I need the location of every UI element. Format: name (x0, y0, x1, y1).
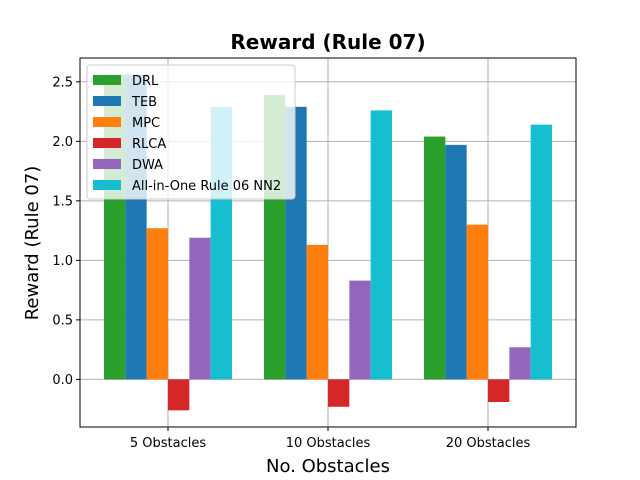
legend: DRL TEB MPC RLCA DWA All-in-One Rule 06 NN2 (86, 64, 296, 200)
legend-swatch (93, 180, 121, 190)
bar-teb (445, 144, 467, 380)
bar-all-in-one-rule-06-nn2 (370, 110, 393, 380)
legend-box (86, 64, 296, 200)
bar-rlca (167, 379, 190, 411)
y-axis-label: Reward (Rule 07) (22, 166, 43, 321)
y-tick-label: 1.0 (52, 254, 73, 269)
legend-label: TEB (131, 95, 157, 110)
chart-title: Reward (Rule 07) (230, 30, 425, 54)
x-axis-ticks: 5 Obstacles 10 Obstacles 20 Obstacles (130, 427, 531, 451)
legend-swatch (93, 75, 121, 85)
y-tick-label: 0.0 (52, 373, 73, 388)
legend-label: MPC (132, 116, 160, 131)
legend-label: All-in-One Rule 06 NN2 (132, 179, 281, 194)
bar-drl (424, 136, 446, 380)
y-tick-label: 0.5 (52, 313, 73, 328)
y-tick-label: 2.5 (52, 75, 73, 90)
bar-dwa (189, 237, 211, 380)
bar-mpc (466, 224, 489, 380)
legend-label: RLCA (132, 137, 166, 152)
bar-rlca (488, 379, 510, 403)
bar-mpc (146, 228, 168, 380)
legend-label: DRL (132, 74, 159, 89)
legend-swatch (93, 117, 121, 127)
y-axis-ticks: 0.0 0.5 1.0 1.5 2.0 2.5 (52, 75, 80, 388)
legend-swatch (93, 159, 121, 169)
x-tick-label: 20 Obstacles (446, 436, 531, 451)
x-tick-label: 5 Obstacles (130, 436, 206, 451)
legend-label: DWA (132, 158, 163, 173)
x-axis-label: No. Obstacles (266, 456, 390, 477)
legend-swatch (93, 96, 121, 106)
legend-swatch (93, 138, 121, 148)
bar-dwa (349, 280, 371, 380)
bar-dwa (509, 347, 531, 380)
bar-rlca (328, 379, 350, 407)
y-tick-label: 2.0 (52, 135, 73, 150)
bar-all-in-one-rule-06-nn2 (530, 124, 553, 380)
y-tick-label: 1.5 (52, 194, 73, 209)
x-tick-label: 10 Obstacles (286, 436, 371, 451)
bar-mpc (306, 244, 328, 380)
